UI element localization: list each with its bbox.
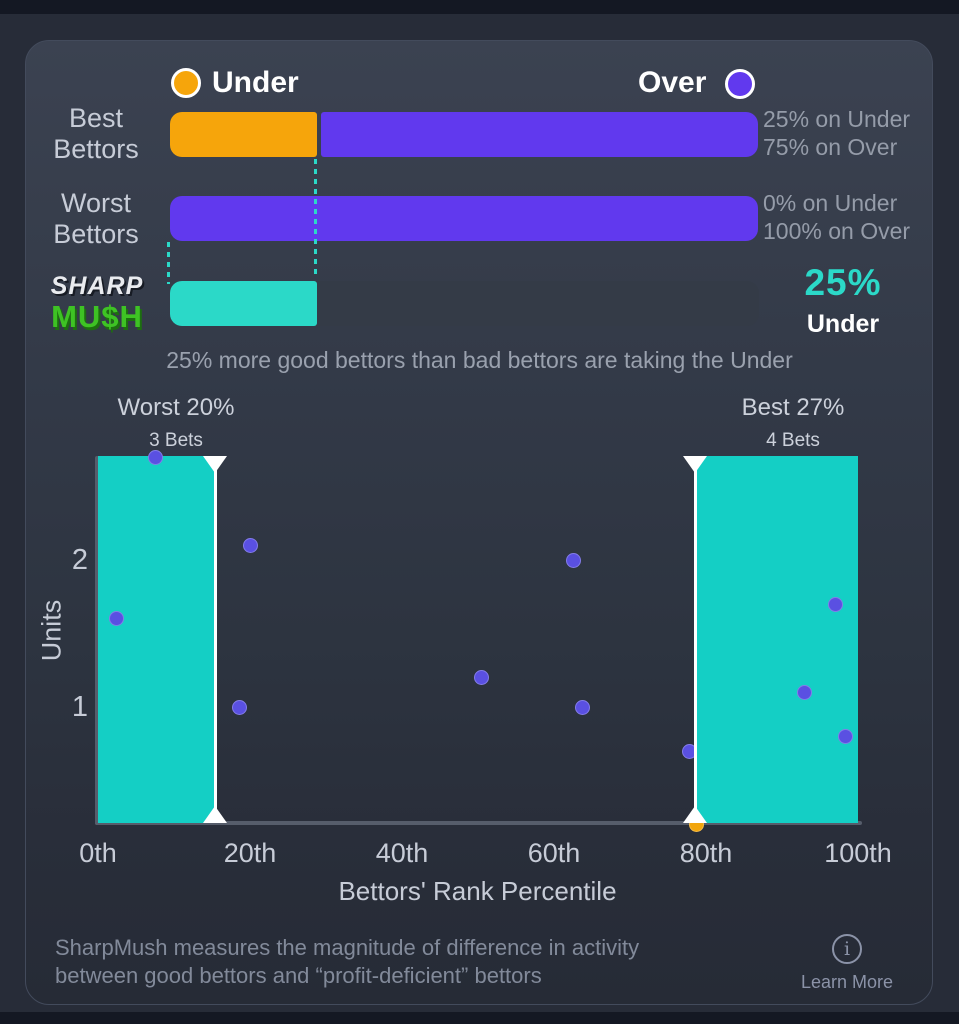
best-under-segment (170, 112, 317, 157)
scatter-point (232, 700, 247, 715)
under-legend-dot-icon (171, 68, 201, 98)
bar-start-dashed-line (167, 242, 170, 284)
scatter-point (243, 538, 258, 553)
mush-bar-fill (170, 281, 317, 326)
worst-band-heading: Worst 20% 3 Bets (117, 394, 235, 451)
best-bettors-split-text: 25% on Under 75% on Over (763, 106, 911, 160)
mush-value-side: Under (806, 310, 880, 338)
best-bettors-bar (170, 112, 758, 157)
y-axis-line (95, 456, 99, 825)
band-marker-tri-up-icon (203, 806, 228, 823)
band-threshold-line (213, 456, 217, 823)
scatter-point (566, 553, 581, 568)
bottom-dark-strip (0, 1012, 959, 1024)
x-tick-label: 20th (223, 838, 277, 868)
scatter-point (148, 450, 163, 465)
scatter-point (838, 729, 853, 744)
x-tick-label: 80th (679, 838, 733, 868)
footer-description-line2: between good bettors and “profit-deficie… (55, 963, 542, 988)
mush-value-percent: 25% (804, 262, 882, 303)
worst-bettors-bar (170, 196, 758, 241)
footer-description-line1: SharpMush measures the magnitude of diff… (55, 935, 640, 960)
scatter-point (797, 685, 812, 700)
x-tick-label: 100th (824, 838, 892, 868)
best-bettors-label: Best Bettors (53, 103, 139, 164)
highlight-band (695, 456, 858, 823)
band-threshold-line (693, 456, 697, 823)
worst-bettors-label: Worst Bettors (53, 188, 139, 249)
over-legend-dot-icon (725, 69, 755, 99)
best-over-segment (321, 112, 758, 157)
x-axis-line (95, 821, 862, 825)
sharpmush-logo: SHARP MU$H (50, 272, 144, 334)
scatter-point (575, 700, 590, 715)
y-tick-label: 1 (71, 691, 88, 723)
legend-under-label: Under (212, 66, 299, 99)
worst-bettors-split-text: 0% on Under 100% on Over (763, 190, 911, 244)
learn-more-link[interactable]: Learn More (800, 972, 894, 992)
y-axis-title: Units (36, 599, 67, 662)
scatter-point (828, 597, 843, 612)
highlight-band (98, 456, 216, 823)
y-tick-label: 2 (71, 544, 88, 576)
worst-over-segment (170, 196, 758, 241)
band-marker-tri-down-icon (683, 456, 708, 473)
best-band-heading: Best 27% 4 Bets (741, 394, 845, 451)
band-marker-tri-up-icon (683, 806, 708, 823)
mush-value: 25% Under (768, 262, 918, 339)
legend-over-label: Over (638, 66, 707, 99)
info-icon[interactable]: i (832, 934, 862, 964)
top-dark-strip (0, 0, 959, 14)
summary-caption: 25% more good bettors than bad bettors a… (166, 347, 793, 373)
x-axis-title: Bettors' Rank Percentile (338, 876, 617, 906)
band-marker-tri-down-icon (203, 456, 228, 473)
x-tick-label: 40th (375, 838, 429, 868)
scatter-point (109, 611, 124, 626)
under-threshold-dashed-line (314, 159, 317, 279)
x-tick-label: 0th (79, 838, 117, 868)
mush-bar-track (170, 281, 759, 326)
x-tick-label: 60th (527, 838, 581, 868)
scatter-point (474, 670, 489, 685)
